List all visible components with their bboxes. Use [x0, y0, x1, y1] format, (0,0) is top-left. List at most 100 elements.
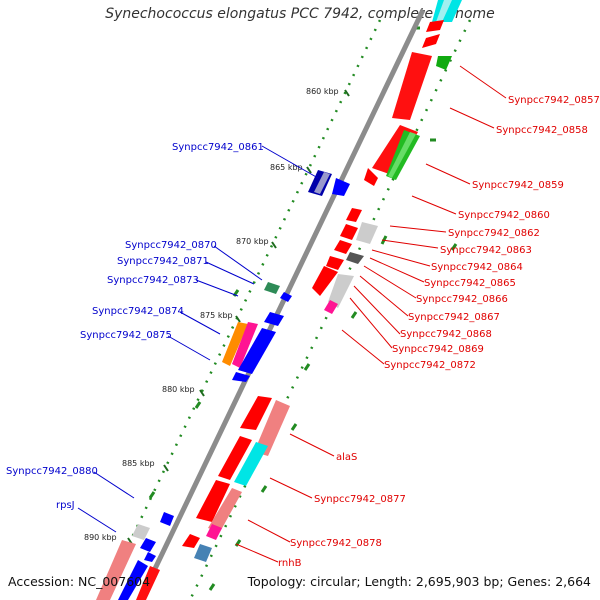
tick-mark — [199, 389, 205, 397]
leader-line — [359, 275, 409, 317]
tick-mark — [163, 464, 169, 472]
genome-backbone — [137, 8, 426, 600]
gene-feature — [392, 52, 432, 120]
gene-feature — [144, 552, 156, 562]
leader-line — [363, 265, 417, 299]
gene-feature — [314, 172, 330, 194]
gene-label[interactable]: rnhB — [278, 558, 302, 569]
tick-mark — [306, 166, 312, 174]
kbp-label-860: 860 kbp — [306, 87, 339, 96]
gene-label[interactable]: Synpcc7942_0861 — [172, 142, 264, 153]
gene-feature — [364, 168, 378, 186]
gene-feature — [196, 480, 230, 522]
leader-line — [371, 249, 431, 267]
gene-feature — [388, 132, 416, 178]
gene-feature — [208, 488, 242, 532]
gene-label[interactable]: Synpcc7942_0862 — [448, 228, 540, 239]
right-gene-labels: Synpcc7942_0857 Synpcc7942_0858 Synpcc79… — [278, 95, 600, 569]
gene-label[interactable]: Synpcc7942_0857 — [508, 95, 600, 106]
gene-feature — [132, 524, 150, 540]
topology-text: Topology: circular; Length: 2,695,903 bp… — [247, 574, 591, 589]
tick-mark — [344, 89, 350, 97]
gene-label[interactable]: Synpcc7942_0872 — [384, 360, 476, 371]
leader-line — [93, 471, 135, 499]
gene-label[interactable]: Synpcc7942_0878 — [290, 538, 382, 549]
gene-feature — [240, 396, 272, 430]
gene-label[interactable]: Synpcc7942_0859 — [472, 180, 564, 191]
gene-feature — [222, 322, 248, 366]
leader-line — [195, 279, 239, 297]
gene-feature — [118, 560, 148, 600]
gene-label[interactable]: Synpcc7942_0863 — [440, 245, 532, 256]
gene-feature — [328, 274, 354, 308]
gene-feature — [182, 534, 200, 548]
leader-line — [269, 477, 313, 499]
gene-feature — [234, 442, 268, 486]
map-title: Synechococcus elongatus PCC 7942, comple… — [105, 6, 495, 22]
skew-mark — [290, 423, 298, 431]
gene-label[interactable]: Synpcc7942_0865 — [424, 278, 516, 289]
leader-line — [247, 519, 291, 543]
left-gene-labels: Synpcc7942_0861 Synpcc7942_0870 Synpcc79… — [6, 142, 264, 511]
left-leader-lines — [77, 145, 319, 533]
gene-label[interactable]: Synpcc7942_0860 — [458, 210, 550, 221]
leader-line — [353, 285, 401, 335]
gene-feature — [346, 252, 364, 264]
gene-label[interactable]: Synpcc7942_0869 — [392, 344, 484, 355]
skew-mark — [208, 583, 216, 591]
inner-dot-line — [100, 19, 382, 600]
gene-label[interactable]: Synpcc7942_0873 — [107, 275, 199, 286]
gene-label[interactable]: Synpcc7942_0877 — [314, 494, 406, 505]
gene-feature — [436, 0, 452, 22]
gene-feature — [356, 222, 378, 244]
leader-line — [381, 239, 439, 249]
gene-feature — [218, 436, 252, 480]
skew-mark — [234, 539, 242, 547]
gene-feature — [332, 178, 350, 196]
skew-mark — [260, 485, 268, 493]
gene-label[interactable]: rpsJ — [56, 500, 75, 511]
gene-feature — [264, 312, 284, 326]
gene-label[interactable]: Synpcc7942_0870 — [125, 240, 217, 251]
kbp-label-875: 875 kbp — [200, 311, 233, 320]
gene-label[interactable]: Synpcc7942_0864 — [431, 262, 523, 273]
tick-mark — [235, 315, 241, 323]
gene-label[interactable]: Synpcc7942_0866 — [416, 294, 508, 305]
gene-feature — [254, 400, 290, 456]
gene-feature — [340, 224, 358, 240]
leader-line — [425, 163, 471, 185]
skew-mark — [350, 311, 358, 319]
kbp-label-890: 890 kbp — [84, 533, 117, 542]
gene-feature — [326, 256, 344, 270]
leader-line — [369, 257, 425, 283]
gene-feature — [422, 34, 440, 48]
gene-feature — [264, 282, 280, 294]
tick-mark — [271, 241, 277, 249]
gene-label[interactable]: Synpcc7942_0867 — [408, 312, 500, 323]
gene-feature — [194, 544, 212, 562]
leader-line — [349, 297, 393, 349]
leader-line — [213, 245, 263, 281]
gene-label[interactable]: Synpcc7942_0875 — [80, 330, 172, 341]
leader-line — [449, 107, 495, 129]
leader-line — [341, 329, 385, 365]
gene-feature — [206, 524, 222, 540]
gene-label[interactable]: Synpcc7942_0871 — [117, 256, 209, 267]
leader-line — [289, 433, 335, 457]
accession-text: Accession: NC_007604 — [8, 574, 151, 589]
gene-feature — [334, 240, 352, 254]
gene-feature — [136, 566, 160, 600]
gene-label[interactable]: Synpcc7942_0868 — [400, 329, 492, 340]
gene-feature — [140, 538, 156, 552]
leader-line — [77, 507, 117, 533]
gene-label[interactable]: Synpcc7942_0874 — [92, 306, 184, 317]
gene-feature — [238, 328, 276, 374]
kbp-label-885: 885 kbp — [122, 459, 155, 468]
leader-line — [261, 145, 319, 179]
gene-label[interactable]: alaS — [336, 452, 357, 463]
leader-line — [167, 335, 211, 361]
gene-label[interactable]: Synpcc7942_0880 — [6, 466, 98, 477]
gene-label[interactable]: Synpcc7942_0858 — [496, 125, 588, 136]
forward-genes — [182, 0, 462, 562]
